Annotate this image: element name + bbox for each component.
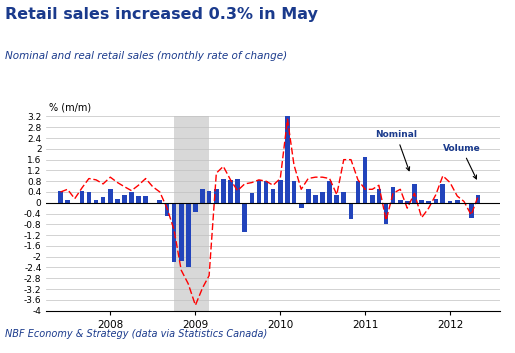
Bar: [256, 180, 261, 203]
Bar: [122, 195, 127, 203]
Bar: [455, 200, 459, 203]
Text: Nominal: Nominal: [375, 130, 417, 171]
Bar: [434, 199, 438, 203]
Bar: [341, 192, 346, 203]
Bar: [391, 187, 396, 203]
Bar: [174, 116, 209, 311]
Bar: [476, 195, 480, 203]
Bar: [58, 191, 63, 203]
Text: Nominal and real retail sales (monthly rate of change): Nominal and real retail sales (monthly r…: [5, 51, 287, 61]
Bar: [398, 200, 403, 203]
Bar: [158, 200, 162, 203]
Bar: [80, 191, 84, 203]
Bar: [426, 202, 431, 203]
Bar: [320, 192, 324, 203]
Text: NBF Economy & Strategy (data via Statistics Canada): NBF Economy & Strategy (data via Statist…: [5, 329, 267, 339]
Bar: [370, 195, 375, 203]
Bar: [313, 195, 318, 203]
Bar: [235, 179, 240, 203]
Bar: [171, 203, 176, 262]
Bar: [405, 202, 409, 203]
Bar: [448, 202, 452, 203]
Bar: [186, 203, 191, 268]
Bar: [94, 200, 98, 203]
Bar: [264, 181, 268, 203]
Bar: [129, 192, 134, 203]
Bar: [179, 203, 183, 261]
Bar: [108, 189, 113, 203]
Bar: [250, 193, 254, 203]
Bar: [73, 203, 77, 204]
Bar: [136, 196, 141, 203]
Bar: [299, 203, 303, 208]
Bar: [221, 179, 226, 203]
Bar: [200, 189, 205, 203]
Bar: [115, 199, 120, 203]
Bar: [363, 157, 368, 203]
Bar: [214, 189, 219, 203]
Bar: [271, 189, 276, 203]
Bar: [412, 184, 417, 203]
Text: % (m/m): % (m/m): [48, 103, 91, 113]
Bar: [306, 189, 311, 203]
Bar: [87, 192, 91, 203]
Bar: [327, 181, 332, 203]
Bar: [165, 203, 169, 216]
Bar: [150, 203, 155, 204]
Bar: [207, 191, 212, 203]
Bar: [349, 203, 353, 219]
Bar: [278, 180, 283, 203]
Bar: [334, 195, 339, 203]
Bar: [291, 181, 296, 203]
Bar: [376, 189, 381, 203]
Bar: [228, 180, 233, 203]
Text: Volume: Volume: [443, 144, 480, 179]
Bar: [193, 203, 198, 212]
Bar: [243, 203, 247, 232]
Bar: [143, 196, 148, 203]
Bar: [469, 203, 473, 217]
Bar: [356, 181, 360, 203]
Bar: [65, 200, 70, 203]
Bar: [384, 203, 388, 225]
Bar: [419, 200, 424, 203]
Bar: [285, 116, 290, 203]
Bar: [440, 184, 445, 203]
Text: Retail sales increased 0.3% in May: Retail sales increased 0.3% in May: [5, 7, 318, 22]
Bar: [101, 197, 106, 203]
